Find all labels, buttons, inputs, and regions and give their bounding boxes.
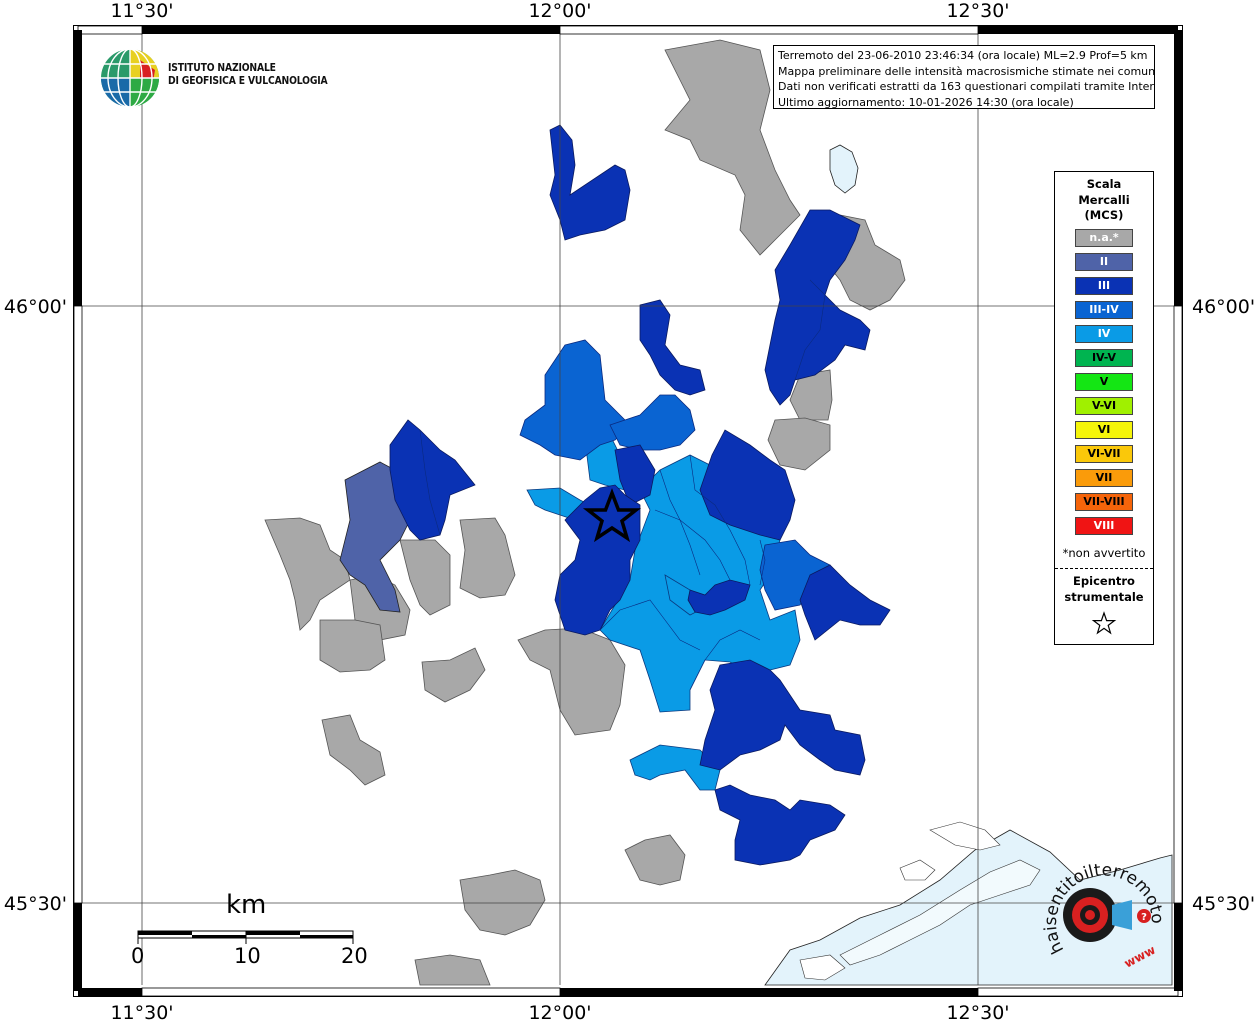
legend-title-line-2: Mercalli [1078,192,1130,207]
intensity-legend: Scala Mercalli (MCS) n.a.* II III III-IV IV I… [1054,171,1154,645]
scale-label-0: 0 [131,944,145,968]
institute-name: ISTITUTO NAZIONALE DI GEOFISICA E VULCAN… [168,62,328,88]
lon-label-top-1: 11°30' [110,0,173,22]
lat-label-right-1: 46°00' [1192,296,1255,318]
event-info-line-4: Ultimo aggiornamento: 10-01-2026 14:30 (… [778,95,1074,109]
legend-title: Scala Mercalli (MCS) [1055,177,1153,224]
lon-label-bottom-2: 12°00' [528,1002,591,1024]
region-intensity-iii-iv [519,339,831,611]
scale-bar [137,930,354,944]
legend-item-3: III [1075,277,1133,295]
legend-note: *non avvertito [1062,546,1146,560]
legend-title-line-3: (MCS) [1084,208,1124,222]
globe-icon [101,48,159,108]
ingv-logo [100,48,320,110]
graticule [78,33,1178,985]
legend-item-13: VIII [1075,517,1133,535]
lon-label-top-2: 12°00' [528,0,591,22]
legend-star-icon [1091,611,1117,635]
legend-item-12: VII-VIII [1075,493,1133,511]
event-info-line-1: Terremoto del 23-06-2010 23:46:34 (ora l… [778,49,1148,62]
svg-text:?: ? [1141,912,1147,923]
legend-item-10: VI-VII [1075,445,1133,463]
event-info-line-2: Mappa preliminare delle intensità macros… [778,64,1155,78]
event-info-box: Terremoto del 23-06-2010 23:46:34 (ora l… [773,45,1155,109]
legend-item-1: n.a.* [1075,229,1133,247]
lon-label-bottom-1: 11°30' [110,1002,173,1024]
legend-item-2: II [1075,253,1133,271]
lon-label-top-3: 12°30' [946,0,1009,22]
legend-item-8: V-VI [1075,397,1133,415]
legend-item-4: III-IV [1075,301,1133,319]
region-not-felt [264,39,906,986]
region-intensity-iii [389,124,891,866]
municipal-boundaries [419,279,826,691]
lat-label-right-2: 45°30' [1192,893,1255,915]
legend-epicenter-label: Epicentro strumentale [1055,574,1153,605]
scale-unit: km [226,890,267,920]
legend-item-9: VI [1075,421,1133,439]
sea-area [764,821,1173,986]
lat-label-left-1: 46°00' [4,296,67,318]
event-info-line-3: Dati non verificati estratti da 163 ques… [778,80,1155,93]
logo-www: www [1122,943,1158,971]
legend-epicenter-line-1: Epicentro [1073,574,1135,588]
institute-line-1: ISTITUTO NAZIONALE [168,62,276,74]
lake [829,144,859,194]
haisentito-logo: haisentitoilterremoto.it ? www [1032,850,1167,971]
lat-label-left-2: 45°30' [4,893,67,915]
legend-item-7: V [1075,373,1133,391]
scale-label-10: 10 [234,944,261,968]
scale-label-20: 20 [341,944,368,968]
legend-divider [1055,568,1153,569]
lon-label-bottom-3: 12°30' [946,1002,1009,1024]
legend-item-5: IV [1075,325,1133,343]
legend-title-line-1: Scala [1086,177,1122,191]
institute-line-2: DI GEOFISICA E VULCANOLOGIA [168,75,328,87]
map-frame [73,25,1183,997]
epicenter-star-icon [582,488,642,543]
legend-epicenter-line-2: strumentale [1064,589,1144,604]
legend-item-6: IV-V [1075,349,1133,367]
legend-item-11: VII [1075,469,1133,487]
